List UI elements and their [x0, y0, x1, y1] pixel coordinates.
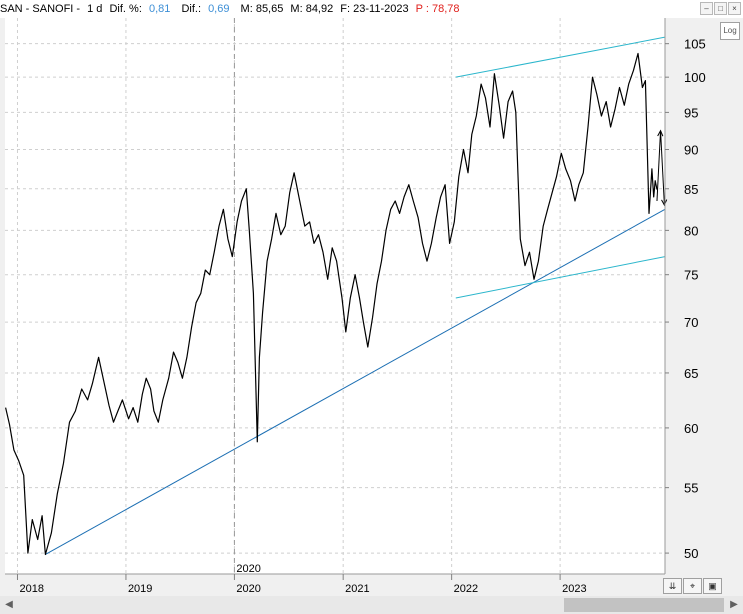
double-chevron-down-icon[interactable]: ⇊	[663, 578, 682, 594]
m-value: M: 85,65	[240, 3, 284, 15]
y-tick-label: 70	[684, 315, 698, 330]
x-tick-label: 2018	[19, 583, 43, 595]
x-axis: 2018 2019 2020 2021 2022 2023	[16, 574, 587, 595]
x-tick-label: 2021	[345, 583, 369, 595]
trendline	[455, 36, 666, 78]
y-tick-label: 65	[684, 366, 698, 381]
y-tick-label: 60	[684, 421, 698, 436]
close-icon[interactable]: ×	[728, 2, 741, 15]
scroll-right-icon[interactable]: ▶	[726, 597, 742, 613]
trendline	[45, 208, 666, 555]
y-tick-label: 105	[684, 37, 706, 52]
y-tick-label: 85	[684, 182, 698, 197]
y-tick-label: 75	[684, 268, 698, 283]
chart-tool-buttons: ⇊ ⌖ ▣	[663, 578, 722, 594]
chart-header: SAN - SANOFI - 1 d Dif. %: 0,81 Dif.: 0,…	[0, 0, 743, 18]
maximize-icon[interactable]: □	[714, 2, 727, 15]
projection-arrows	[656, 129, 668, 207]
f-date: F: 23-11-2023	[340, 3, 409, 15]
dif-label: Dif.: 0,69	[181, 3, 233, 15]
marker-label: 2020	[236, 563, 260, 575]
x-tick-label: 2023	[562, 583, 586, 595]
p-value: P : 78,78	[415, 3, 460, 15]
projection-arrow	[660, 130, 665, 206]
window-icon[interactable]: ▣	[703, 578, 722, 594]
y-tick-label: 55	[684, 481, 698, 496]
plot-area	[5, 18, 665, 574]
y-tick-label: 100	[684, 70, 706, 85]
price-series-line	[5, 52, 658, 556]
y-tick-label: 95	[684, 105, 698, 120]
y-tick-label: 50	[684, 546, 698, 561]
window-controls: – □ ×	[700, 2, 741, 15]
scroll-left-icon[interactable]: ◀	[1, 597, 17, 613]
dif-value: 0,69	[208, 3, 230, 15]
dif-caption: Dif.:	[181, 3, 201, 15]
projection-arrow	[656, 130, 662, 202]
log-scale-toggle[interactable]: Log	[720, 22, 740, 40]
trendline-layer	[45, 36, 666, 555]
arrow-head	[661, 199, 668, 207]
y-tick-label: 80	[684, 223, 698, 238]
x-tick-label: 2019	[128, 583, 152, 595]
scrollbar-thumb[interactable]	[564, 598, 724, 612]
dif-pct-label: Dif. %: 0,81	[109, 3, 174, 15]
minimize-icon[interactable]: –	[700, 2, 713, 15]
price-chart[interactable]: 2020 50 55 60 65 70 75 80 85 90 95 100 105 2018 2019…	[0, 18, 743, 596]
x-tick-label: 2022	[454, 583, 478, 595]
dif-pct-value: 0,81	[148, 3, 171, 15]
symbol-title: SAN - SANOFI -	[0, 3, 81, 15]
crosshair-cursor-icon[interactable]: ⌖	[683, 578, 702, 594]
horizontal-scrollbar[interactable]: ◀ ▶	[0, 596, 743, 614]
m2-value: M: 84,92	[290, 3, 334, 15]
dif-pct-caption: Dif. %:	[109, 3, 142, 15]
y-axis: 50 55 60 65 70 75 80 85 90 95 100 105	[665, 37, 706, 561]
y-tick-label: 90	[684, 143, 698, 158]
period-label: 1 d	[87, 3, 103, 15]
x-tick-label: 2020	[236, 583, 260, 595]
trendline	[455, 256, 666, 299]
